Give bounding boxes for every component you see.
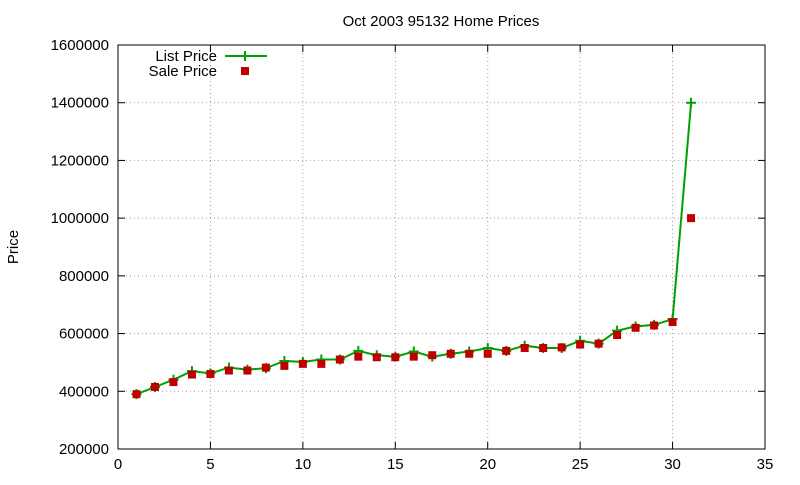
data-point-sale-price (576, 340, 585, 349)
y-tick-label: 1600000 (51, 37, 109, 54)
legend: List Price Sale Price (149, 48, 267, 80)
y-axis-label: Price (5, 230, 22, 264)
chart-title: Oct 2003 95132 Home Prices (343, 13, 540, 30)
data-point-sale-price (594, 339, 603, 348)
data-point-sale-price (169, 378, 178, 387)
x-tick-label: 10 (295, 456, 312, 473)
data-point-sale-price (372, 353, 381, 362)
data-point-sale-price (650, 321, 659, 330)
axis-ticks: 0 5 10 15 20 25 30 35 200000 400000 600000 800000 10… (51, 37, 774, 473)
data-point-sale-price (132, 390, 141, 399)
y-tick-label: 1000000 (51, 210, 109, 227)
data-point-sale-price (631, 323, 640, 332)
data-point-sale-price (317, 359, 326, 368)
data-point-sale-price (243, 366, 252, 375)
x-tick-label: 35 (757, 456, 774, 473)
legend-label-sale-price: Sale Price (149, 63, 217, 80)
data-point-sale-price (391, 353, 400, 362)
data-point-sale-price (613, 331, 622, 340)
data-point-sale-price (428, 351, 437, 360)
x-tick-label: 25 (572, 456, 589, 473)
y-tick-label: 1400000 (51, 95, 109, 112)
x-tick-label: 0 (114, 456, 122, 473)
series-sale-price (132, 214, 696, 399)
y-tick-label: 800000 (59, 268, 109, 285)
data-point-sale-price (280, 361, 289, 370)
series-layer (131, 97, 697, 400)
y-tick-label: 400000 (59, 383, 109, 400)
data-point-sale-price (502, 346, 511, 355)
grid-lines (118, 45, 765, 449)
data-point-sale-price (150, 382, 159, 391)
data-point-sale-price (687, 214, 696, 223)
x-tick-label: 15 (387, 456, 404, 473)
x-tick-label: 5 (206, 456, 214, 473)
data-point-sale-price (557, 343, 566, 352)
data-point-sale-price (335, 355, 344, 364)
data-point-sale-price (465, 349, 474, 358)
data-point-sale-price (409, 352, 418, 361)
y-tick-label: 1200000 (51, 152, 109, 169)
data-point-sale-price (187, 370, 196, 379)
legend-label-list-price: List Price (155, 48, 217, 65)
data-point-sale-price (298, 359, 307, 368)
plot-area-frame (117, 44, 766, 450)
x-tick-label: 20 (479, 456, 496, 473)
data-point-sale-price (261, 363, 270, 372)
data-point-list-price (686, 97, 697, 108)
legend-marker-sale-price (241, 67, 249, 75)
legend-marker-list-price (240, 51, 250, 61)
y-tick-label: 600000 (59, 326, 109, 343)
data-point-sale-price (668, 318, 677, 327)
data-point-sale-price (206, 369, 215, 378)
data-point-sale-price (446, 349, 455, 358)
data-point-sale-price (520, 344, 529, 352)
data-point-sale-price (483, 349, 492, 358)
data-point-sale-price (224, 366, 233, 375)
y-tick-label: 200000 (59, 441, 109, 458)
data-point-sale-price (354, 352, 363, 361)
data-point-sale-price (539, 344, 548, 352)
x-tick-label: 30 (664, 456, 681, 473)
